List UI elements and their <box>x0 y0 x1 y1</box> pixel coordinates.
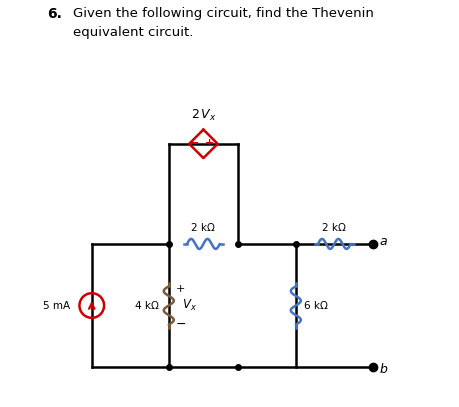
Text: 4 kΩ: 4 kΩ <box>135 300 159 311</box>
Text: $2\,V_x$: $2\,V_x$ <box>190 107 216 123</box>
Text: Given the following circuit, find the Thevenin: Given the following circuit, find the Th… <box>73 7 373 20</box>
Text: equivalent circuit.: equivalent circuit. <box>73 26 193 39</box>
Text: b: b <box>380 363 387 376</box>
Text: −: − <box>176 317 186 330</box>
Text: 5 mA: 5 mA <box>44 300 71 311</box>
Text: a: a <box>380 236 387 249</box>
Text: 2 kΩ: 2 kΩ <box>191 223 215 233</box>
Text: 6 kΩ: 6 kΩ <box>304 300 328 311</box>
Text: $V_x$: $V_x$ <box>182 298 197 313</box>
Text: +: + <box>176 284 185 294</box>
Text: 6.: 6. <box>47 7 62 21</box>
Text: 2 kΩ: 2 kΩ <box>322 223 346 233</box>
Text: +: + <box>205 138 215 148</box>
Text: −: − <box>190 138 199 148</box>
